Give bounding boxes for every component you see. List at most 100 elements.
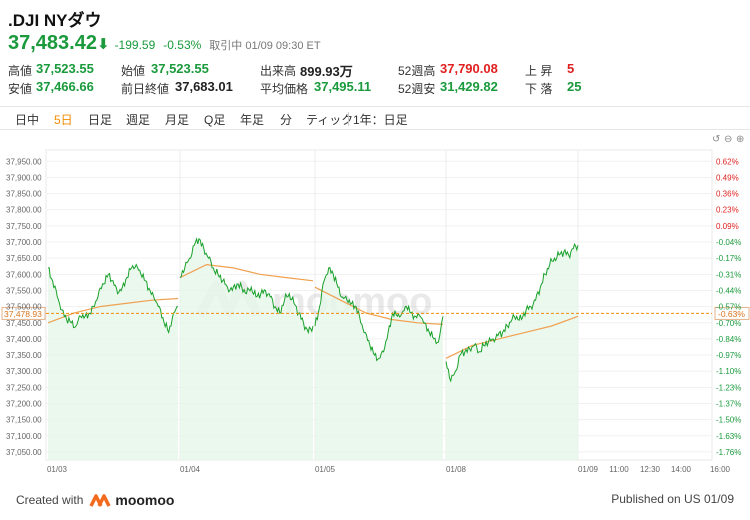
y-tick-label: 37,950.00 [6,157,42,166]
price-row: 37,483.42 ⬇ -199.59 -0.53% 取引中 01/09 09:… [8,32,321,54]
pct-tick-label: -0.04% [716,238,741,247]
x-tick-label: 16:00 [710,465,731,474]
pct-tick-label: -1.23% [716,383,741,392]
tab-weekly[interactable]: 週足 [126,113,151,127]
price-line-day [47,263,179,334]
tab-monthly[interactable]: 月足 [165,113,190,127]
pct-tick-label: 0.23% [716,206,739,215]
area-fill-day [180,238,313,460]
open-label: 始値 [121,64,146,78]
high-label: 高値 [8,64,33,78]
price-chart[interactable]: moomoo 37,478.93 -0.63% 37,950.0037,900.0… [0,140,750,480]
zoom-out-icon[interactable]: ⊖ [724,134,733,145]
x-tick-label: 11:00 [609,465,629,474]
area-fill-day [446,244,578,460]
down-arrow-icon: ⬇ [96,36,110,53]
avg-price-value: 37,495.11 [314,79,372,94]
y-tick-label: 37,450.00 [6,319,42,328]
market-status: 取引中 01/09 09:30 ET [209,40,321,52]
tab-5day[interactable]: 5日 [54,113,73,127]
x-tick-label: 14:00 [671,465,692,474]
volume-label: 出来高 [260,64,297,78]
x-tick-label: 01/09 [578,465,599,474]
pct-tick-label: -0.84% [716,335,741,344]
pct-tick-label: -0.31% [716,270,741,279]
y-tick-label: 37,700.00 [6,238,42,247]
tab-intraday[interactable]: 日中 [15,113,40,127]
x-tick-label: 01/05 [315,465,336,474]
y-tick-label: 37,900.00 [6,173,42,182]
period-tabs: 日中 5日 日足 週足 月足 Q足 年足 分 ティック 1年：日足 [0,106,750,130]
ref-label-box-right [714,306,750,320]
y-tick-label: 37,350.00 [6,351,42,360]
avg-line-day [179,263,314,282]
pct-tick-label: -1.10% [716,367,741,376]
decliners-label: 下 落 [525,82,553,96]
moomoo-brand: moomoo [115,492,175,508]
area-fills [48,238,578,460]
x-tick-label: 01/03 [47,465,68,474]
published-date: Published on US 01/09 [611,492,734,506]
y-tick-label: 37,400.00 [6,335,42,344]
advancers-value: 5 [567,61,575,76]
undo-icon[interactable]: ↺ [712,134,721,145]
y-tick-label: 37,200.00 [6,399,42,408]
tab-1year-daily[interactable]: 1年：日足 [353,113,408,127]
tab-quarterly[interactable]: Q足 [204,113,226,127]
low-label: 安値 [8,82,33,96]
tab-yearly[interactable]: 年足 [240,113,265,127]
avg-price-label: 平均価格 [260,82,309,96]
x-tick-label: 01/08 [446,465,467,474]
created-with: Created with moomoo [16,492,174,508]
pct-tick-label: -0.44% [716,286,741,295]
ref-label-box-left [1,306,46,320]
prev-close-value: 37,683.01 [175,79,233,94]
y-tick-label: 37,250.00 [6,383,42,392]
pct-tick-label: 0.49% [716,173,739,182]
tab-tick[interactable]: ティック [306,113,354,127]
ref-pct-label: -0.63% [718,309,745,319]
area-fill-day [315,267,443,460]
x-tick-label: 12:30 [640,465,661,474]
created-with-text: Created with [16,493,84,507]
pct-tick-label: -1.63% [716,432,741,441]
last-price: 37,483.42 [8,32,97,54]
wk52-low-value: 31,429.82 [440,79,498,94]
price-lines [47,237,579,383]
wk52-low-label: 52週安 [398,82,436,96]
avg-line-day [314,286,444,325]
pct-tick-label: 0.36% [716,190,739,199]
avg-line-day [47,297,179,324]
y-tick-label: 37,750.00 [6,222,42,231]
y-tick-label: 37,150.00 [6,416,42,425]
pct-tick-label: -1.76% [716,448,741,457]
pct-tick-label: -0.70% [716,319,741,328]
tab-minute[interactable]: 分 [280,113,293,127]
price-line-day [445,242,579,383]
zoom-in-icon[interactable]: ⊕ [736,134,745,145]
pct-tick-label: -1.37% [716,399,741,408]
low-value: 37,466.66 [36,79,94,94]
y-tick-label: 37,850.00 [6,190,42,199]
pct-tick-label: -0.57% [716,303,741,312]
wk52-high-value: 37,790.08 [440,61,498,76]
decliners-value: 25 [567,79,582,94]
tab-daily[interactable]: 日足 [88,113,113,127]
pct-axis-labels: 0.62% 0.49% 0.36% 0.23% 0.09% -0.04% -0.17% -0.… [716,157,741,457]
pct-tick-label: -0.97% [716,351,741,360]
y-tick-label: 37,300.00 [6,367,42,376]
pct-tick-label: 0.62% [716,157,739,166]
price-change: -199.59 [114,38,156,52]
y-tick-label: 37,500.00 [6,303,42,312]
average-lines [47,263,579,359]
x-axis-labels: 01/03 01/04 01/05 01/08 01/09 11:00 12:30 14:00… [47,465,731,474]
price-change-pct: -0.53% [163,38,202,52]
wk52-high-label: 52週高 [398,64,436,78]
x-tick-label: 01/04 [180,465,201,474]
pct-tick-label: -1.50% [716,416,741,425]
symbol-title: .DJI NYダウ [8,11,102,30]
y-tick-label: 37,600.00 [6,270,42,279]
open-value: 37,523.55 [151,61,209,76]
y-tick-label: 37,100.00 [6,432,42,441]
footer: Created with moomoo Published on US 01/0… [0,484,750,514]
